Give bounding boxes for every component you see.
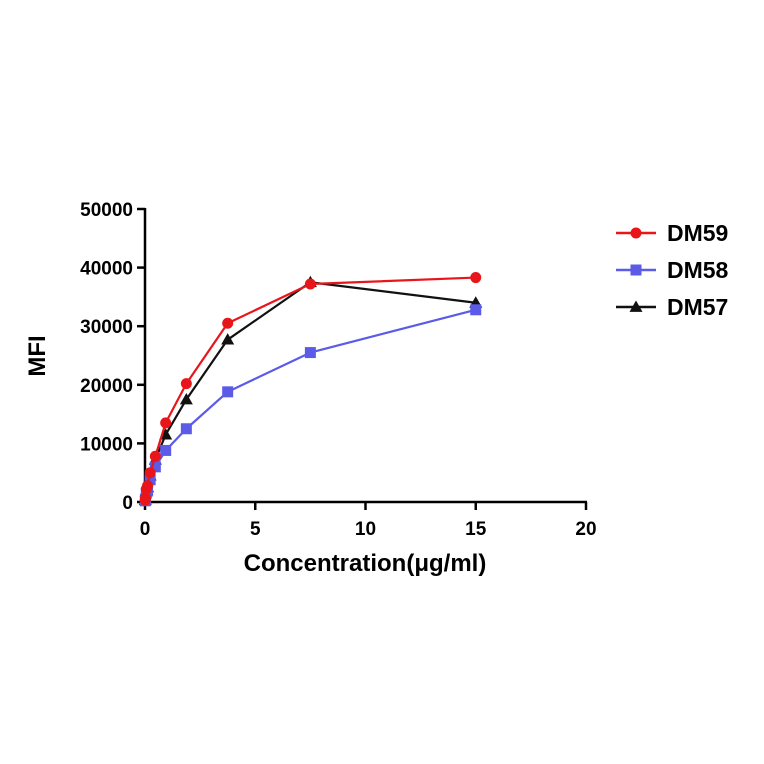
data-point-dm59 xyxy=(180,378,192,390)
axes: 0 10000 20000 30000 40000 50000 0 5 10 15 20 xyxy=(80,200,596,540)
x-tick-label: 20 xyxy=(575,519,596,540)
data-point-dm59 xyxy=(140,492,152,504)
data-point-dm59 xyxy=(304,278,316,290)
y-tick-label: 0 xyxy=(122,493,133,514)
x-tick-label: 0 xyxy=(140,519,151,540)
data-point-dm59 xyxy=(160,417,172,429)
series-dm57 xyxy=(138,275,483,506)
series-line-dm57 xyxy=(144,281,476,501)
y-tick-label: 40000 xyxy=(80,259,133,280)
data-point-dm58 xyxy=(160,444,172,456)
legend-swatch-marker xyxy=(630,227,642,239)
y-axis-title: MFI xyxy=(24,335,51,376)
y-tick-label: 30000 xyxy=(80,317,133,338)
data-point-dm58 xyxy=(144,474,156,486)
x-tick-label: 5 xyxy=(250,519,261,540)
x-tick-label: 15 xyxy=(465,519,487,540)
legend-item-dm59: DM59 xyxy=(616,220,728,246)
data-point-dm58 xyxy=(180,423,192,435)
series-dm58 xyxy=(139,304,482,507)
x-axis-title: Concentration(μg/ml) xyxy=(244,550,487,577)
series-line-dm58 xyxy=(144,308,477,501)
data-point-dm59 xyxy=(470,272,482,284)
data-point-dm57 xyxy=(221,333,235,345)
legend-item-dm57: DM57 xyxy=(616,294,728,320)
x-tick-label: 10 xyxy=(355,519,376,540)
data-point-dm57 xyxy=(179,392,193,405)
y-tick-label: 10000 xyxy=(80,434,133,455)
legend-label: DM57 xyxy=(667,294,728,320)
data-point-dm58 xyxy=(470,304,482,316)
data-point-dm59 xyxy=(142,480,154,492)
legend-label: DM59 xyxy=(667,220,728,246)
data-point-dm58 xyxy=(222,386,234,398)
legend-swatch-marker xyxy=(630,264,642,276)
data-point-dm58 xyxy=(304,347,316,359)
data-point-dm58 xyxy=(149,461,161,473)
data-point-dm59 xyxy=(222,317,234,329)
series-layer xyxy=(138,272,483,507)
legend-label: DM58 xyxy=(667,257,729,283)
legend-swatch-marker xyxy=(629,300,643,312)
series-dm59 xyxy=(139,272,482,506)
data-point-dm59 xyxy=(149,450,161,462)
y-tick-label: 50000 xyxy=(80,200,133,221)
y-tick-label: 20000 xyxy=(80,376,133,397)
legend: DM59 DM58 DM57 xyxy=(616,220,729,320)
legend-item-dm58: DM58 xyxy=(616,257,729,283)
data-point-dm59 xyxy=(144,467,156,479)
